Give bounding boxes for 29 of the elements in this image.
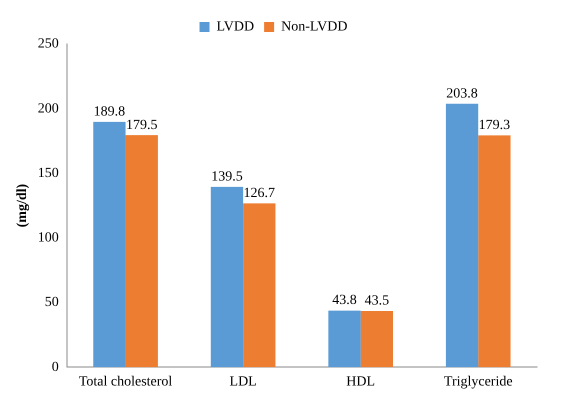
data-label: 126.7 xyxy=(244,186,276,202)
data-label: 179.3 xyxy=(478,118,510,134)
data-label: 43.5 xyxy=(364,294,390,309)
x-tick-label: HDL xyxy=(346,374,376,390)
bar xyxy=(446,104,478,368)
x-tick-label: LDL xyxy=(230,374,257,390)
bar xyxy=(93,122,126,368)
y-tick-label: 50 xyxy=(44,295,59,310)
y-tick-label: 150 xyxy=(38,166,59,181)
y-tick-label: 100 xyxy=(38,230,59,246)
y-tick-label: 250 xyxy=(38,36,59,52)
bar xyxy=(328,310,361,368)
bar xyxy=(243,203,276,368)
legend-label: Non-LVDD xyxy=(281,20,348,35)
data-label: 203.8 xyxy=(446,86,478,102)
bar xyxy=(126,135,158,368)
legend-label: LVDD xyxy=(216,20,254,35)
y-tick-label: 200 xyxy=(38,101,59,116)
y-tick-label: 0 xyxy=(52,360,59,375)
x-tick-label: Total cholesterol xyxy=(78,374,172,390)
data-label: 43.8 xyxy=(332,293,357,308)
x-tick-label: Triglyceride xyxy=(444,374,513,390)
data-label: 139.5 xyxy=(211,170,243,185)
y-axis-title: (mg/dl) xyxy=(15,183,30,228)
data-label: 179.5 xyxy=(126,118,158,133)
data-label: 189.8 xyxy=(94,104,126,120)
bar xyxy=(478,135,511,368)
bar xyxy=(210,186,244,368)
bar xyxy=(360,310,393,368)
